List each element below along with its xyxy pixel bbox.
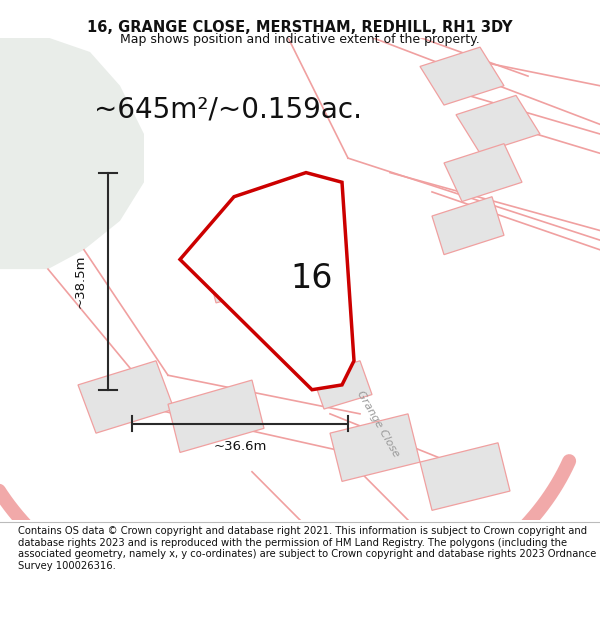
- Text: Map shows position and indicative extent of the property.: Map shows position and indicative extent…: [120, 32, 480, 46]
- Polygon shape: [420, 47, 504, 105]
- Polygon shape: [180, 173, 354, 390]
- Polygon shape: [0, 38, 144, 269]
- Text: 16, GRANGE CLOSE, MERSTHAM, REDHILL, RH1 3DY: 16, GRANGE CLOSE, MERSTHAM, REDHILL, RH1…: [87, 20, 513, 35]
- Polygon shape: [330, 414, 420, 481]
- Text: ~36.6m: ~36.6m: [214, 441, 266, 453]
- Polygon shape: [456, 96, 540, 153]
- Polygon shape: [204, 240, 276, 303]
- Text: ~38.5m: ~38.5m: [74, 254, 87, 308]
- Polygon shape: [420, 442, 510, 511]
- Text: ~645m²/~0.159ac.: ~645m²/~0.159ac.: [94, 96, 362, 124]
- Text: Grange Close: Grange Close: [355, 389, 401, 458]
- Polygon shape: [432, 197, 504, 254]
- Text: 16: 16: [291, 262, 333, 295]
- Polygon shape: [444, 144, 522, 201]
- Polygon shape: [78, 361, 174, 433]
- Text: Contains OS data © Crown copyright and database right 2021. This information is : Contains OS data © Crown copyright and d…: [18, 526, 596, 571]
- Polygon shape: [168, 380, 264, 452]
- Polygon shape: [312, 361, 372, 409]
